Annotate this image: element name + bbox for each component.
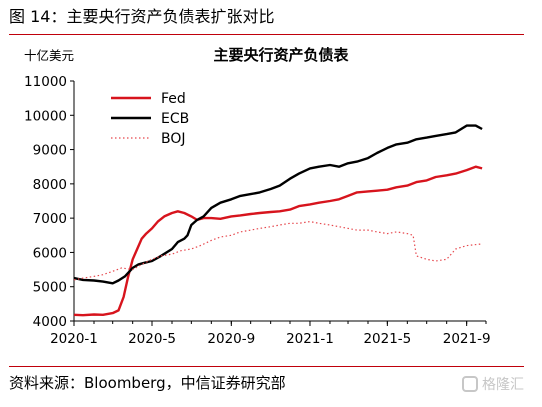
watermark: 格隆汇 [462,374,524,394]
x-tick-label: 2020-1 [50,331,98,347]
legend: Fed ECB BOJ [111,91,189,147]
x-tick-label: 2021-9 [443,331,491,347]
y-tick-label: 7000 [33,211,67,227]
y-tick-label: 5000 [33,280,67,296]
x-tick-label: 2021-5 [363,331,411,347]
y-tick-label: 11000 [24,74,67,90]
source-note: 资料来源：Bloomberg，中信证券研究部 [9,374,286,392]
legend-label-ecb: ECB [161,111,189,127]
x-tick-label: 2020-5 [128,331,176,347]
y-axis: 4000 5000 6000 7000 8000 9000 10000 11000 [24,74,75,330]
chart-title: 主要央行资产负债表 [213,46,349,64]
bottom-rule [9,366,524,367]
watermark-text: 格隆汇 [482,377,524,393]
x-axis: 2020-1 2020-5 2020-9 2021-1 2021-5 2021-9 [50,320,491,347]
x-tick-label: 2020-9 [207,331,255,347]
legend-label-fed: Fed [161,91,186,107]
y-tick-label: 4000 [33,314,67,330]
y-tick-label: 8000 [33,177,67,193]
series-line-ecb [73,124,483,285]
series-lines [73,124,483,317]
y-axis-label: 十亿美元 [24,48,74,63]
x-tick-label: 2021-1 [286,331,334,347]
y-tick-label: 9000 [33,143,67,159]
legend-label-boj: BOJ [161,131,186,147]
series-line-fed [73,165,483,317]
y-tick-label: 10000 [24,108,67,124]
y-tick-label: 6000 [33,245,67,261]
figure-title: 图 14：主要央行资产负债表扩张对比 [9,7,275,26]
top-rule [9,34,524,35]
watermark-logo-icon [462,376,478,392]
